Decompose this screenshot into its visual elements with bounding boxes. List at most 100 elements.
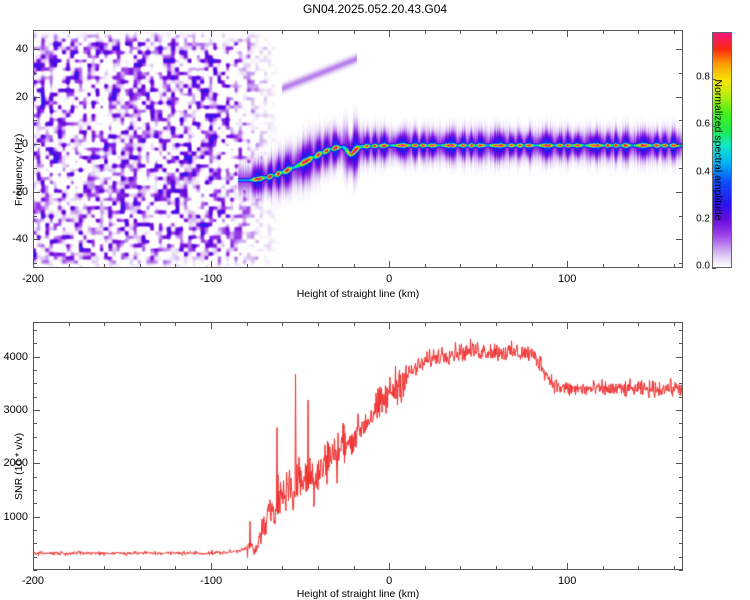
axis-tick: [567, 563, 568, 570]
axis-tick: [679, 477, 683, 478]
axis-tick: [679, 168, 683, 169]
axis-tick: [140, 30, 141, 34]
axis-tick: [33, 322, 34, 329]
colorbar-tick-label: 0.2: [696, 213, 710, 225]
axis-tick: [33, 563, 34, 570]
axis-tick: [679, 450, 683, 451]
colorbar-tick-label: 0.8: [696, 71, 710, 83]
axis-tick: [532, 30, 533, 34]
page-title: GN04.2025.052.20.43.G04: [302, 2, 448, 16]
axis-tick: [679, 490, 683, 491]
axis-tick: [425, 264, 426, 268]
colorbar-tick-label: 0.4: [696, 166, 710, 178]
axis-tick: [318, 264, 319, 268]
axis-tick: [603, 566, 604, 570]
axis-tick: [389, 322, 390, 329]
axis-tick: [679, 437, 683, 438]
axis-tick: [33, 463, 40, 464]
y-tick-label: 1000: [3, 510, 28, 523]
spectrogram-y-axis-title: Frequency (Hz): [13, 133, 25, 206]
axis-tick: [679, 330, 683, 331]
x-tick-label: 100: [558, 273, 577, 285]
axis-tick: [460, 566, 461, 570]
axis-tick: [33, 330, 37, 331]
axis-tick: [676, 49, 683, 50]
axis-tick: [33, 410, 40, 411]
axis-tick: [679, 370, 683, 371]
axis-tick: [676, 463, 683, 464]
axis-tick: [211, 30, 212, 37]
axis-tick: [33, 477, 37, 478]
axis-tick: [425, 566, 426, 570]
axis-tick: [638, 566, 639, 570]
axis-tick: [175, 30, 176, 34]
axis-tick: [33, 503, 37, 504]
x-tick-label: -100: [200, 575, 223, 587]
axis-tick: [211, 322, 212, 329]
axis-tick: [33, 343, 37, 344]
axis-tick: [175, 566, 176, 570]
axis-tick: [567, 30, 568, 37]
axis-tick: [354, 566, 355, 570]
colorbar-tick-label: 0.6: [696, 118, 710, 130]
axis-tick: [679, 216, 683, 217]
axis-tick: [674, 322, 675, 326]
colorbar-tick: [712, 79, 716, 80]
x-tick-label: -200: [21, 273, 45, 285]
axis-tick: [676, 192, 683, 193]
axis-tick: [33, 437, 37, 438]
axis-tick: [679, 503, 683, 504]
axis-tick: [496, 322, 497, 326]
axis-tick: [33, 120, 37, 121]
axis-tick: [104, 30, 105, 34]
axis-tick: [679, 543, 683, 544]
y-tick-label: 3000: [3, 404, 28, 416]
axis-tick: [674, 30, 675, 34]
axis-tick: [603, 322, 604, 326]
axis-tick: [674, 566, 675, 570]
axis-tick: [532, 566, 533, 570]
axis-tick: [679, 397, 683, 398]
axis-tick: [211, 563, 212, 570]
axis-tick: [33, 49, 40, 50]
axis-tick: [389, 30, 390, 37]
axis-tick: [389, 261, 390, 268]
axis-tick: [679, 423, 683, 424]
axis-tick: [389, 563, 390, 570]
axis-tick: [104, 566, 105, 570]
colorbar-tick-label: 0.0: [696, 260, 710, 272]
spectrogram-image: [34, 31, 682, 267]
axis-tick: [282, 566, 283, 570]
axis-tick: [679, 570, 683, 571]
axis-tick: [33, 490, 37, 491]
axis-tick: [679, 343, 683, 344]
axis-tick: [247, 322, 248, 326]
axis-tick: [33, 423, 37, 424]
snr-y-axis-title: SNR (10 * v/v): [13, 432, 25, 500]
y-tick-label: 4000: [3, 350, 28, 363]
axis-tick: [33, 557, 37, 558]
y-tick-label: 40: [15, 43, 28, 56]
axis-tick: [425, 322, 426, 326]
axis-tick: [33, 216, 37, 217]
axis-tick: [679, 557, 683, 558]
axis-tick: [33, 397, 37, 398]
axis-tick: [140, 264, 141, 268]
y-tick-label: 0: [21, 138, 28, 151]
snr-line-plot: [34, 323, 682, 569]
axis-tick: [33, 383, 37, 384]
y-tick-label: -40: [12, 233, 28, 246]
axis-tick: [532, 264, 533, 268]
axis-tick: [679, 73, 683, 74]
axis-tick: [69, 30, 70, 34]
axis-tick: [33, 144, 40, 145]
axis-tick: [567, 322, 568, 329]
y-tick-label: 2000: [3, 457, 28, 470]
axis-tick: [33, 450, 37, 451]
axis-tick: [460, 264, 461, 268]
colorbar-tick: [712, 221, 716, 222]
axis-tick: [104, 264, 105, 268]
axis-tick: [33, 261, 34, 268]
colorbar: [712, 32, 732, 268]
